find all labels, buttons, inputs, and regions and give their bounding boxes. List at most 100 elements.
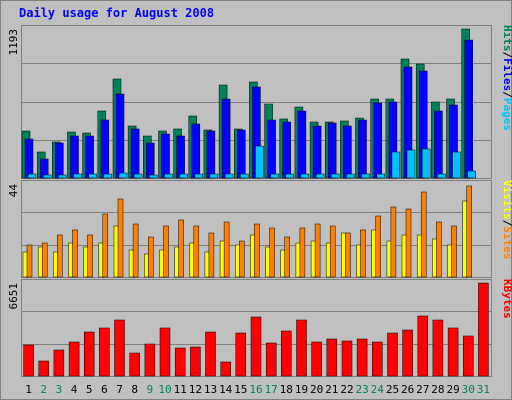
bar-kbytes — [326, 338, 338, 377]
bar-sites — [360, 229, 366, 278]
bar-sites — [193, 225, 200, 278]
x-tick-label: 25 — [386, 383, 399, 396]
x-tick-label: 16 — [249, 383, 262, 396]
bar-kbytes — [432, 319, 444, 377]
legend: Visits/Sites — [501, 180, 512, 260]
series-visits — [22, 200, 468, 278]
legend-item: Pages — [501, 98, 512, 131]
legend-item: / — [501, 91, 512, 98]
x-tick-label: 20 — [310, 383, 323, 396]
x-tick-label: 24 — [371, 383, 385, 396]
bar-pages — [58, 174, 67, 179]
bar-pages — [391, 151, 401, 179]
bar-kbytes — [235, 332, 247, 377]
panel-3: 6651 KBytes — [7, 279, 512, 377]
bar-files — [176, 135, 185, 179]
bar-kbytes — [387, 332, 398, 377]
bar-pages — [421, 148, 431, 179]
legend-item: / — [501, 52, 512, 59]
bar-pages — [209, 173, 219, 179]
legend-item: Files — [501, 58, 512, 91]
bar-pages — [194, 173, 204, 179]
bar-files — [55, 142, 64, 179]
bar-files — [327, 122, 337, 179]
bar-pages — [88, 173, 97, 179]
bar-sites — [57, 234, 63, 278]
bar-kbytes — [190, 346, 201, 377]
bar-files — [100, 119, 110, 179]
bar-sites — [148, 236, 154, 278]
bar-pages — [270, 173, 279, 179]
bar-kbytes — [129, 352, 140, 377]
bar-kbytes — [356, 338, 368, 377]
bar-pages — [300, 173, 310, 179]
bar-files — [343, 125, 352, 179]
x-tick-label: 29 — [446, 383, 459, 396]
bar-kbytes — [114, 319, 125, 377]
x-tick-label: 26 — [401, 383, 414, 396]
panel-frame — [21, 25, 492, 179]
bar-kbytes — [447, 327, 459, 377]
bar-sites — [254, 223, 260, 278]
bar-pages — [315, 173, 325, 179]
x-tick-label: 22 — [340, 383, 353, 396]
x-tick-label: 7 — [116, 383, 123, 396]
legend-item: Visits — [501, 180, 512, 220]
y-max-label: 44 — [7, 184, 20, 198]
legend-item: Hits — [501, 25, 512, 52]
bar-kbytes — [402, 329, 413, 377]
panel-frame — [21, 180, 492, 278]
bar-files — [24, 138, 34, 179]
chart-title: Daily usage for August 2008 — [19, 6, 214, 20]
series-kbytes — [23, 282, 489, 377]
bar-files — [267, 119, 276, 179]
bar-pages — [346, 173, 355, 179]
bar-kbytes — [463, 335, 474, 377]
legend-item: Sites — [501, 226, 512, 259]
bar-files — [297, 110, 307, 179]
x-tick-label: 31 — [477, 383, 490, 396]
x-tick-label: 12 — [189, 383, 202, 396]
bar-kbytes — [341, 340, 353, 377]
bar-pages — [330, 173, 340, 179]
bar-sites — [72, 229, 78, 278]
bar-pages — [73, 173, 82, 179]
bar-sites — [284, 236, 290, 278]
x-tick-label: 4 — [71, 383, 78, 396]
x-tick-label: 6 — [101, 383, 108, 396]
x-tick-label: 10 — [158, 383, 171, 396]
x-tick-label: 13 — [204, 383, 217, 396]
bar-pages — [285, 173, 294, 179]
bar-kbytes — [265, 342, 277, 377]
bar-kbytes — [53, 349, 65, 377]
bar-files — [206, 130, 216, 179]
bar-sites — [178, 219, 184, 278]
bar-sites — [87, 234, 93, 278]
bar-pages — [149, 174, 158, 179]
bar-sites — [26, 244, 33, 278]
bar-sites — [314, 223, 321, 278]
bar-kbytes — [174, 347, 186, 377]
bar-files — [312, 125, 322, 179]
x-tick-label: 8 — [131, 383, 138, 396]
x-tick-label: 5 — [86, 383, 93, 396]
bar-files — [434, 110, 443, 179]
bar-sites — [223, 221, 230, 278]
legend: KBytes — [501, 279, 512, 319]
bar-kbytes — [281, 330, 292, 377]
bar-pages — [179, 173, 188, 179]
bar-sites — [41, 242, 48, 278]
bar-sites — [420, 191, 427, 278]
bar-kbytes — [38, 360, 49, 377]
legend-item: KBytes — [501, 279, 512, 319]
x-tick-label: 3 — [56, 383, 63, 396]
bar-sites — [117, 198, 124, 278]
y-max-label: 6651 — [7, 283, 20, 310]
bar-files — [115, 93, 125, 179]
bar-pages — [133, 173, 143, 179]
bar-sites — [208, 232, 215, 278]
bar-pages — [27, 173, 37, 179]
bar-kbytes — [68, 341, 80, 377]
x-tick-label: 1 — [25, 383, 32, 396]
bar-pages — [255, 145, 264, 179]
